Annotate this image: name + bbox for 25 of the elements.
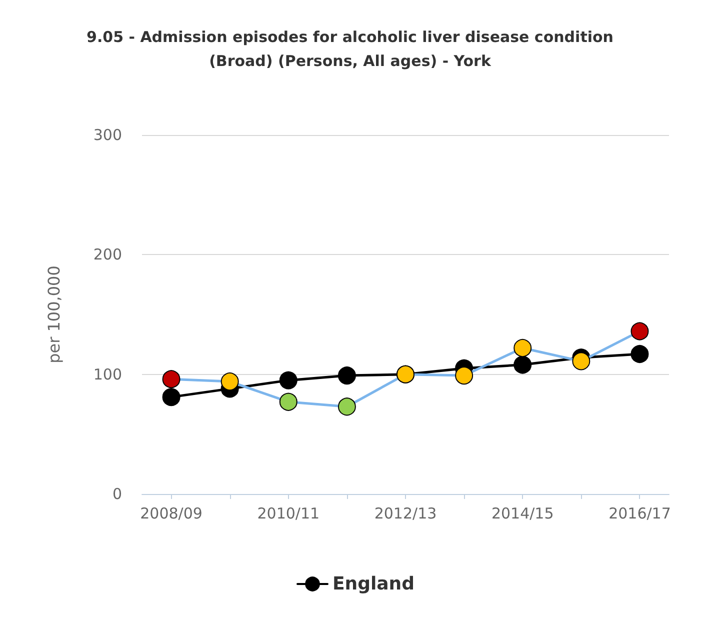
y-tick-label: 100 (93, 365, 122, 384)
point (338, 366, 356, 385)
x-tick-label: 2008/09 (140, 504, 202, 522)
y-axis-title: per 100,000 (44, 266, 64, 364)
x-tick-label: 2014/15 (491, 504, 554, 522)
point (162, 370, 180, 388)
point (220, 372, 239, 391)
x-tick-label: 2010/11 (257, 504, 320, 522)
legend-label: England (332, 574, 415, 594)
point (514, 356, 532, 374)
point (514, 339, 532, 357)
x-tick-label: 2012/13 (374, 504, 437, 522)
y-tick-label: 200 (93, 246, 122, 264)
point (279, 371, 298, 390)
point (338, 398, 356, 416)
point (455, 366, 474, 385)
point (572, 352, 590, 370)
x-tick-label: 2016/17 (608, 504, 671, 522)
point (630, 322, 649, 340)
y-tick-label: 0 (112, 485, 122, 503)
point (630, 344, 649, 363)
point (279, 392, 298, 411)
y-tick-label: 300 (93, 126, 122, 144)
chart-title: 9.05 - Admission episodes for alcoholic liver disease condition (Broad) (Persons, All ages) - York (86, 28, 614, 70)
point (162, 388, 180, 406)
